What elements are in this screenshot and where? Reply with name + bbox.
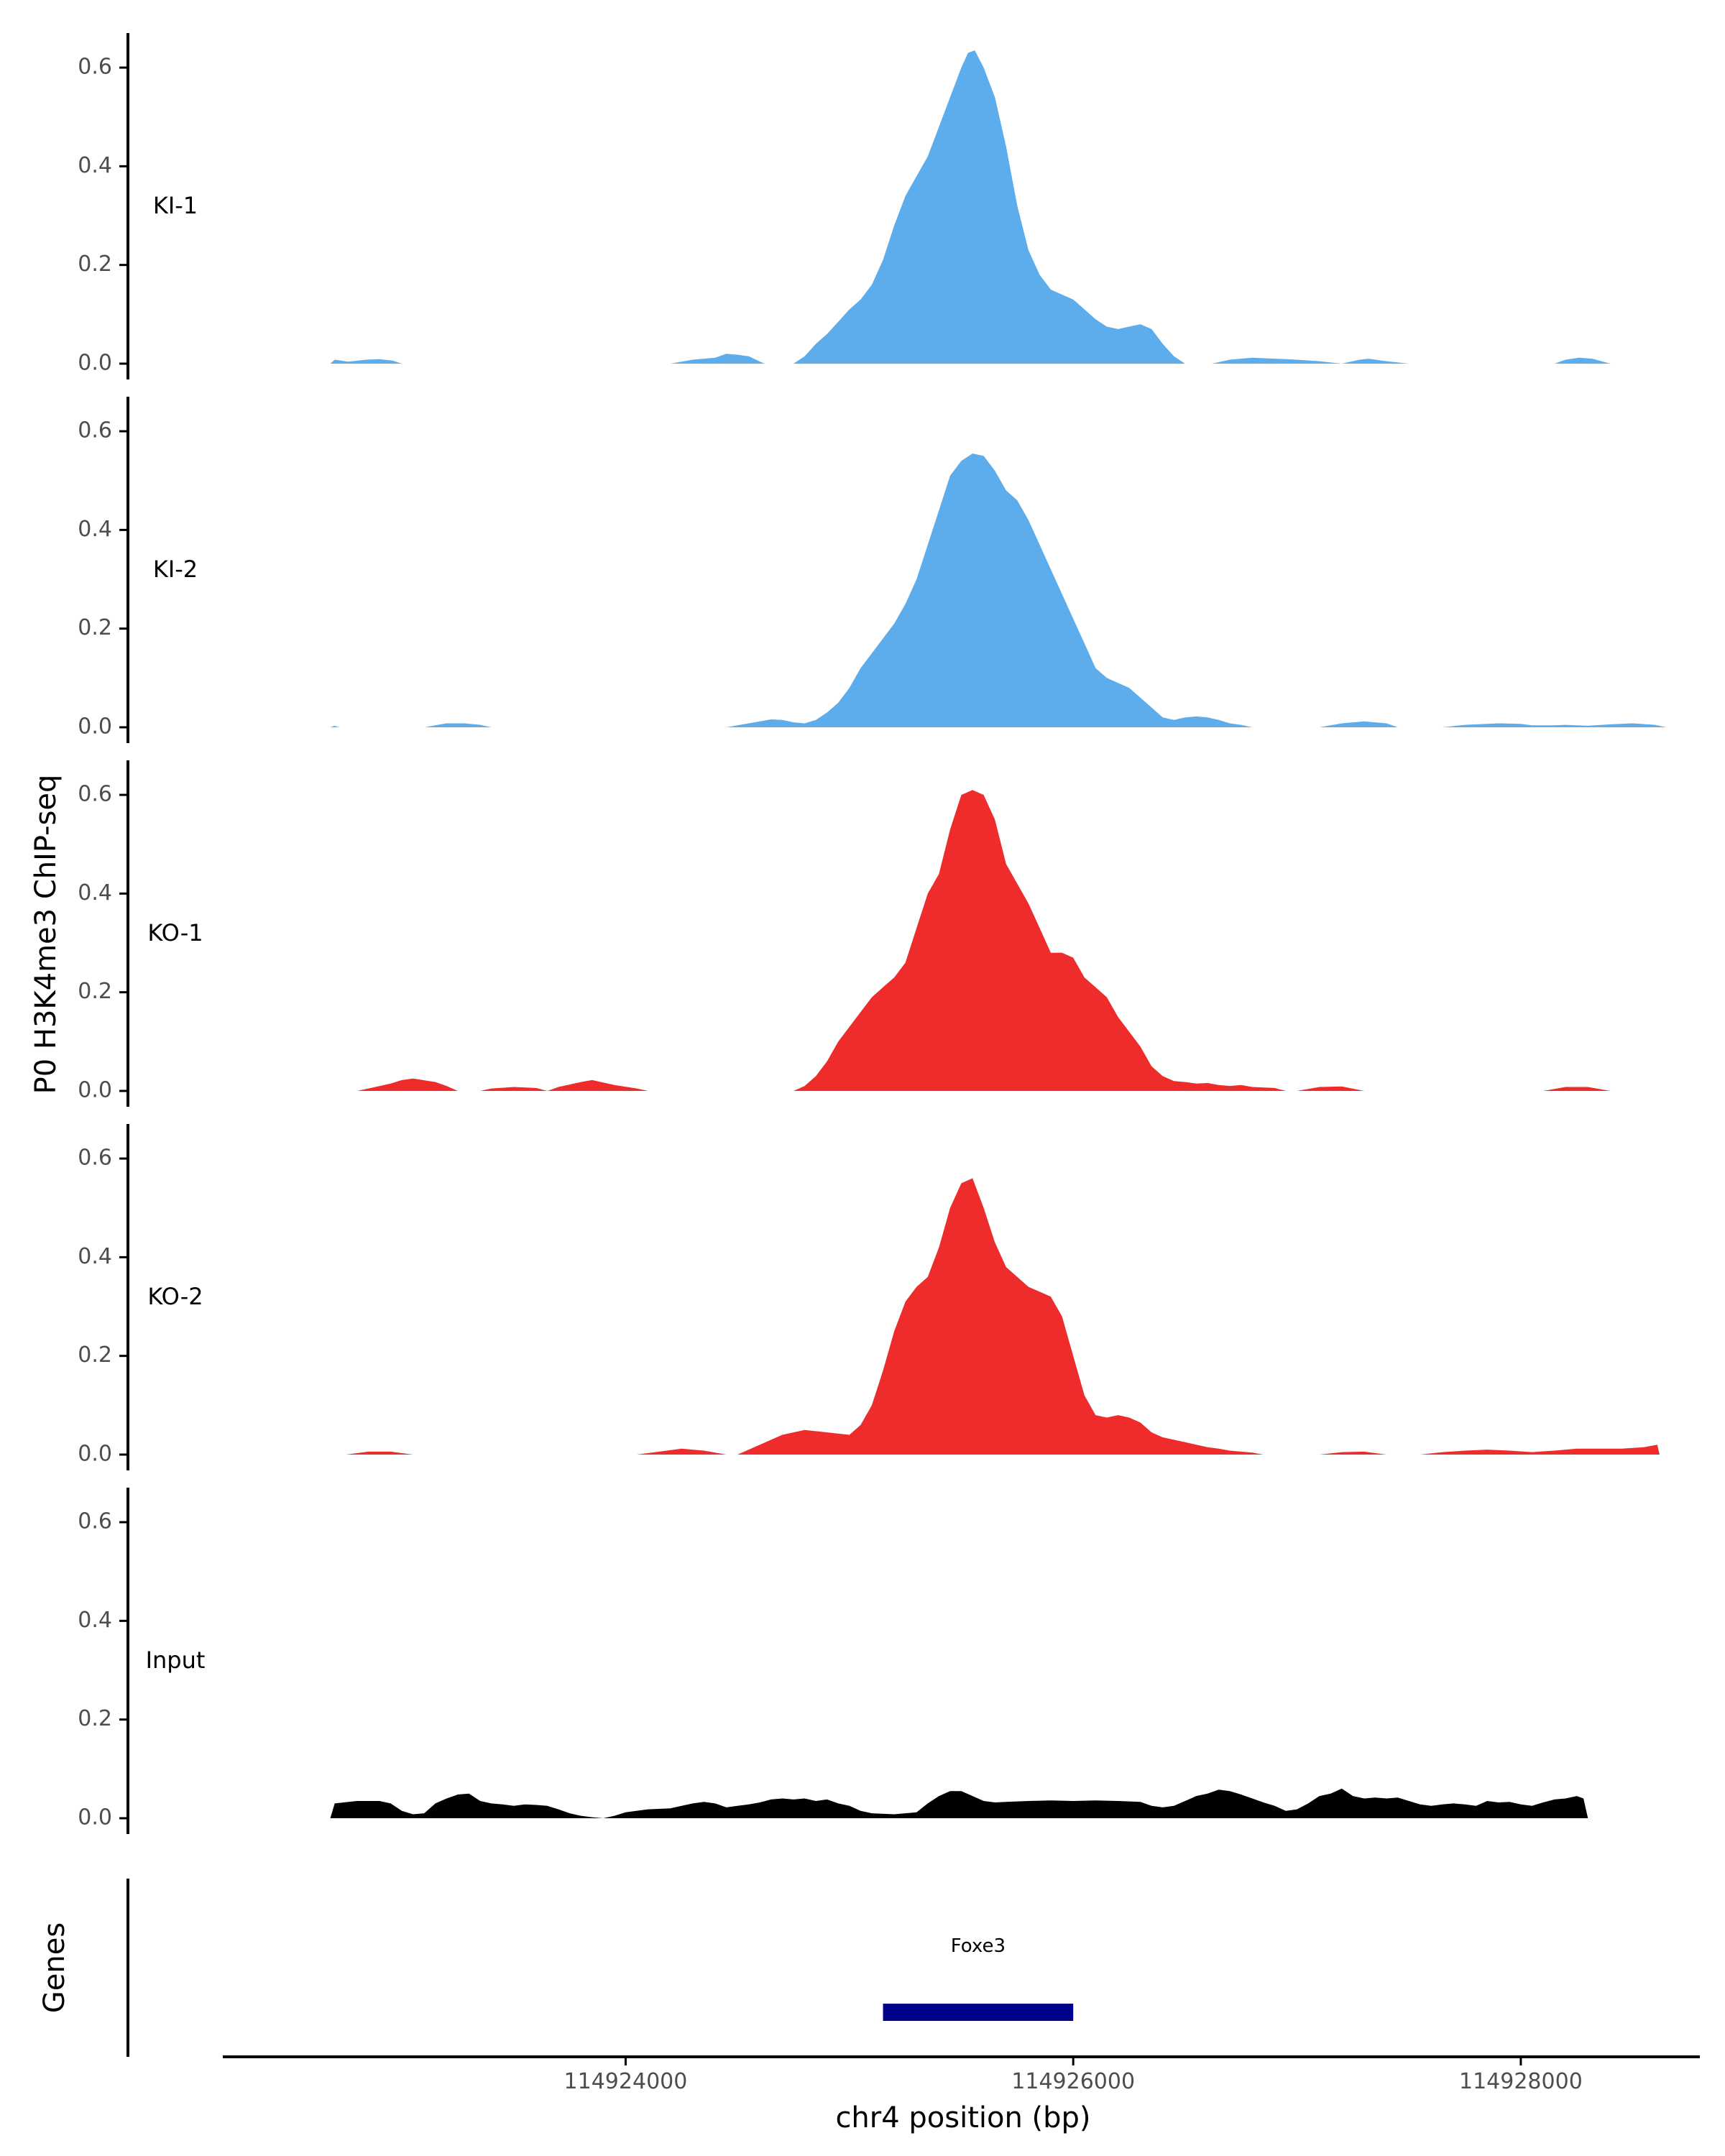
track-ko-2-y-tick-label: 0.4 — [78, 1244, 112, 1269]
gene-foxe3-label: Foxe3 — [951, 1935, 1006, 1957]
track-input-y-tick-label: 0.6 — [78, 1509, 112, 1534]
y-axis-title: P0 H3K4me3 ChIP-seq — [29, 775, 63, 1095]
track-ki-2-coverage-area — [330, 725, 339, 727]
track-ko-2-coverage-area — [637, 1448, 727, 1455]
track-ko-1-coverage-area — [356, 1078, 458, 1091]
track-ki-1-coverage-area — [1341, 359, 1409, 364]
track-ki-1-y-tick-label: 0.4 — [78, 153, 112, 178]
track-ko-1-y-tick-label: 0.4 — [78, 880, 112, 906]
track-ko-1-coverage-area — [794, 790, 1286, 1091]
track-label: KO-1 — [147, 919, 203, 946]
track-ko-2: 0.0 0.2 0.4 0.6 KO-2 — [78, 1124, 1660, 1470]
track-ki-2-coverage-area — [726, 453, 1253, 727]
track-ki-2-y-tick-label: 0.0 — [78, 714, 112, 740]
gene-track-title: Genes — [38, 1922, 71, 2013]
track-ko-2-coverage-area — [737, 1178, 1264, 1455]
track-label: KI-2 — [153, 556, 198, 583]
track-ko-1-coverage-area — [1297, 1086, 1364, 1091]
x-axis-title: chr4 position (bp) — [835, 2101, 1090, 2134]
track-ki-1-y-tick-label: 0.2 — [78, 252, 112, 277]
track-input-y-tick-label: 0.2 — [78, 1706, 112, 1731]
track-ki-2-y-tick-label: 0.4 — [78, 517, 112, 542]
track-ki-2-y-tick-label: 0.2 — [78, 615, 112, 640]
gene-foxe3-bar — [883, 2004, 1074, 2021]
track-ki-1-coverage-area — [670, 354, 765, 364]
track-ko-1-y-tick-label: 0.6 — [78, 782, 112, 807]
gene-track: Genes Foxe3 — [38, 1879, 1074, 2057]
track-ki-1: 0.0 0.2 0.4 0.6 KI-1 — [78, 33, 1611, 379]
track-input-coverage-area — [330, 1788, 1588, 1818]
track-ki-2-y-tick-label: 0.6 — [78, 418, 112, 443]
track-ki-1-y-tick-label: 0.6 — [78, 55, 112, 80]
track-label: Input — [146, 1646, 206, 1674]
track-ki-2-coverage-area — [1442, 723, 1667, 727]
track-label: KI-1 — [153, 192, 198, 219]
track-ki-1-coverage-area — [1554, 357, 1611, 364]
track-ko-2-y-tick-label: 0.0 — [78, 1442, 112, 1467]
track-ko-1-y-tick-label: 0.0 — [78, 1078, 112, 1103]
track-ko-2-coverage-area — [1319, 1451, 1387, 1455]
track-ki-1-coverage-area — [330, 359, 402, 364]
track-ko-2-y-tick-label: 0.2 — [78, 1342, 112, 1368]
track-ki-2: 0.0 0.2 0.4 0.6 KI-2 — [78, 397, 1667, 743]
track-ko-1-coverage-area — [480, 1087, 548, 1091]
track-ki-1-coverage-area — [1212, 357, 1342, 364]
track-ko-1: 0.0 0.2 0.4 0.6 KO-1 — [78, 760, 1611, 1107]
x-axis: chr4 position (bp) 114924000 114926000 114… — [223, 2055, 1700, 2134]
track-label: KO-2 — [147, 1283, 203, 1310]
x-axis-tick-label: 114928000 — [1459, 2069, 1583, 2094]
track-ko-2-coverage-area — [1420, 1445, 1660, 1455]
track-input-y-tick-label: 0.0 — [78, 1805, 112, 1830]
track-ki-2-coverage-area — [424, 723, 492, 727]
track-ko-2-y-tick-label: 0.6 — [78, 1146, 112, 1171]
track-ki-1-coverage-area — [794, 50, 1185, 364]
track-ko-1-coverage-area — [547, 1079, 648, 1091]
x-axis-tick-label: 114926000 — [1011, 2069, 1135, 2094]
track-ko-2-coverage-area — [346, 1451, 413, 1455]
track-ko-1-coverage-area — [1543, 1087, 1611, 1091]
track-ki-1-y-tick-label: 0.0 — [78, 351, 112, 376]
x-axis-tick-label: 114924000 — [564, 2069, 688, 2094]
coverage-tracks: 0.00.20.40.6KI-10.00.20.40.6KI-20.00.20.… — [78, 33, 1667, 1834]
track-input: 0.0 0.2 0.4 0.6 Input — [78, 1488, 1588, 1834]
track-input-y-tick-label: 0.4 — [78, 1608, 112, 1633]
track-ki-2-coverage-area — [1319, 721, 1398, 727]
track-ko-1-y-tick-label: 0.2 — [78, 979, 112, 1004]
